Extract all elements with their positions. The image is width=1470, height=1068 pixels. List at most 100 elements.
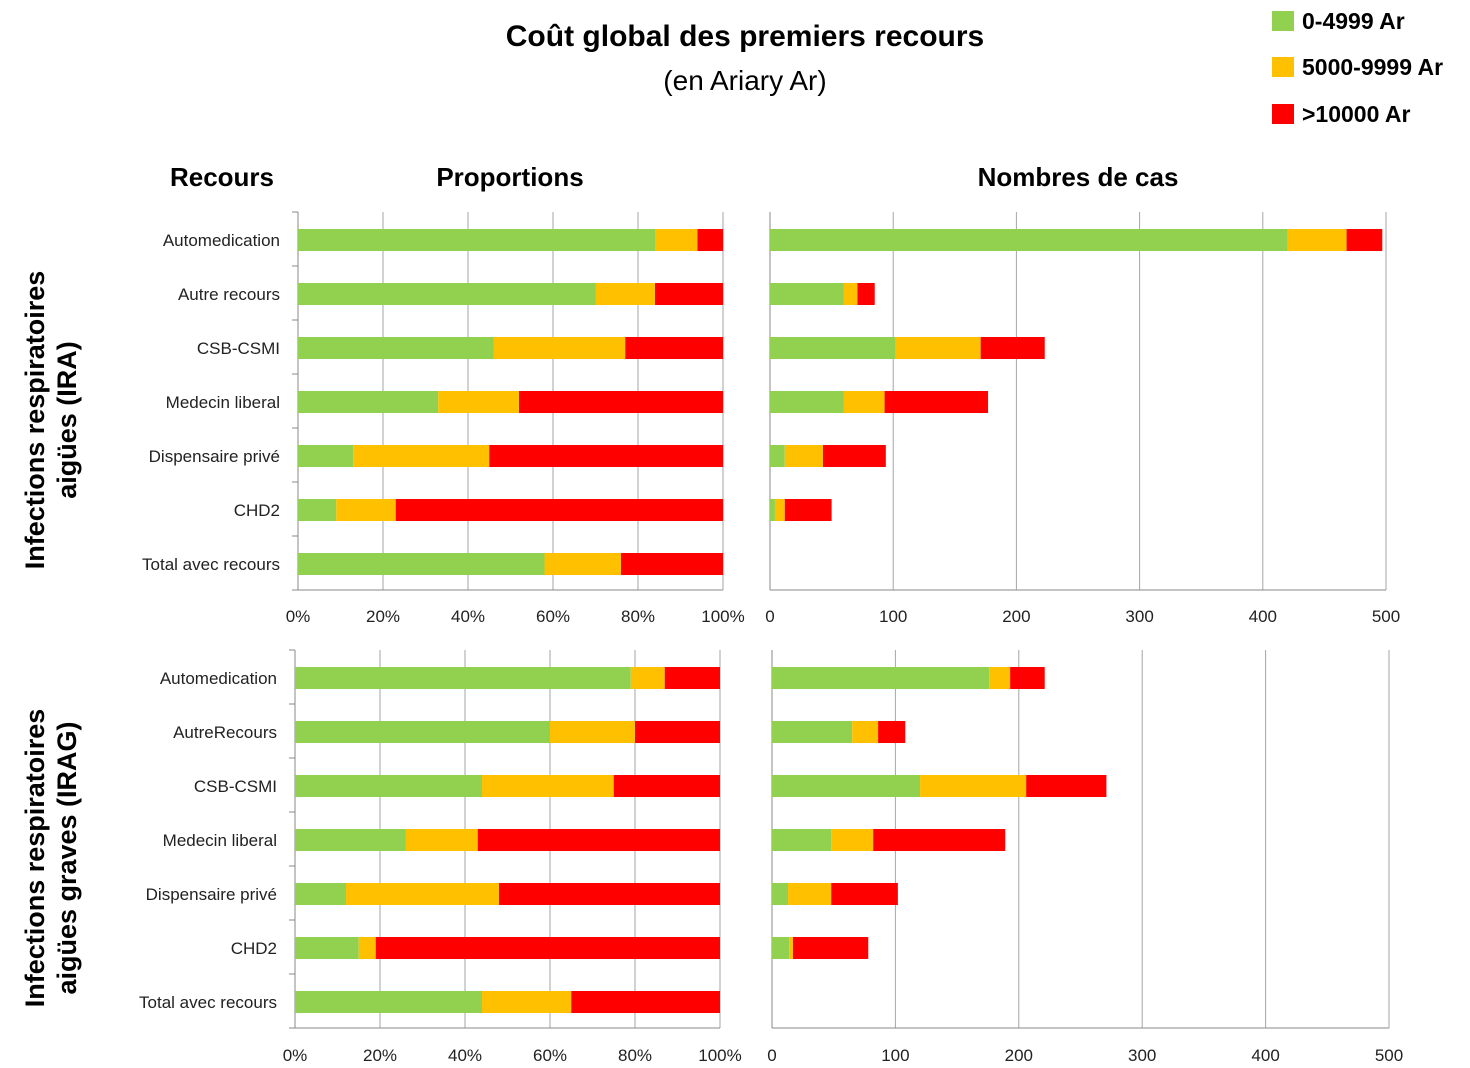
count-bar-segment xyxy=(772,667,990,689)
legend-swatch-0 xyxy=(1272,11,1294,31)
proportion-bar-segment xyxy=(298,499,337,521)
count-bar-segment xyxy=(980,337,1045,359)
tick-label: 0 xyxy=(767,1046,776,1065)
proportion-bar-segment xyxy=(664,667,720,689)
count-bar-segment xyxy=(789,937,793,959)
group-label-0: Infections respiratoiresaigües (IRA) xyxy=(20,271,82,570)
category-label: Autre recours xyxy=(178,285,280,304)
proportion-bar-segment xyxy=(298,391,439,413)
count-bar-segment xyxy=(770,337,896,359)
count-bar-segment xyxy=(770,499,775,521)
proportion-bar-segment xyxy=(550,721,635,743)
tick-label: 20% xyxy=(363,1046,397,1065)
proportion-bar-segment xyxy=(295,991,482,1013)
proportion-bar-segment xyxy=(571,991,720,1013)
count-bar-segment xyxy=(788,883,832,905)
proportion-bar-segment xyxy=(298,445,354,467)
count-bar-segment xyxy=(774,499,785,521)
category-label: Dispensaire privé xyxy=(149,447,280,466)
group-label-line: aigües (IRA) xyxy=(52,341,82,499)
proportion-bar-segment xyxy=(621,553,723,575)
count-bar-segment xyxy=(770,283,844,305)
proportion-bar-segment xyxy=(395,499,723,521)
chart-subtitle: (en Ariary Ar) xyxy=(663,65,826,96)
tick-label: 300 xyxy=(1125,607,1153,626)
tick-label: 100% xyxy=(701,607,744,626)
proportion-bar-segment xyxy=(477,829,720,851)
category-label: Automedication xyxy=(163,231,280,250)
proportion-bar-segment xyxy=(358,937,376,959)
proportion-bar-segment xyxy=(438,391,519,413)
tick-label: 40% xyxy=(451,607,485,626)
count-bar-segment xyxy=(772,883,789,905)
category-label: CHD2 xyxy=(234,501,280,520)
category-label: Total avec recours xyxy=(139,993,277,1012)
proportion-bar-segment xyxy=(298,337,494,359)
column-header-counts: Nombres de cas xyxy=(978,162,1179,192)
tick-label: 80% xyxy=(618,1046,652,1065)
count-bar-segment xyxy=(772,829,832,851)
proportion-bar-segment xyxy=(336,499,396,521)
category-label: Automedication xyxy=(160,669,277,688)
group-label-1: Infections respiratoiresaigües graves (I… xyxy=(20,709,82,1008)
count-bar-segment xyxy=(770,445,785,467)
count-bar-segment xyxy=(831,883,898,905)
tick-label: 60% xyxy=(533,1046,567,1065)
legend-swatch-1 xyxy=(1272,57,1294,77)
proportion-bar-segment xyxy=(499,883,720,905)
count-bar-segment xyxy=(920,775,1027,797)
proportion-bar-segment xyxy=(298,229,655,251)
tick-label: 400 xyxy=(1251,1046,1279,1065)
category-label: Dispensaire privé xyxy=(146,885,277,904)
proportion-bar-segment xyxy=(519,391,723,413)
category-label: CSB-CSMI xyxy=(197,339,280,358)
proportion-bar-segment xyxy=(353,445,490,467)
count-bar-segment xyxy=(772,937,790,959)
legend-label-1: 5000-9999 Ar xyxy=(1302,54,1443,80)
proportion-bar-segment xyxy=(489,445,723,467)
count-bar-segment xyxy=(843,283,858,305)
tick-label: 0% xyxy=(286,607,311,626)
tick-label: 500 xyxy=(1375,1046,1403,1065)
legend: 0-4999 Ar 5000-9999 Ar >10000 Ar xyxy=(1272,8,1443,127)
column-header-proportions: Proportions xyxy=(436,162,583,192)
tick-label: 300 xyxy=(1128,1046,1156,1065)
tick-label: 100 xyxy=(881,1046,909,1065)
tick-label: 0% xyxy=(283,1046,308,1065)
proportion-bar-segment xyxy=(613,775,720,797)
proportion-bar-segment xyxy=(298,283,596,305)
proportion-bar-segment xyxy=(295,775,482,797)
proportion-bar-segment xyxy=(346,883,499,905)
count-bar-segment xyxy=(989,667,1011,689)
category-label: Total avec recours xyxy=(142,555,280,574)
count-bar-segment xyxy=(884,391,989,413)
count-bar-segment xyxy=(1287,229,1347,251)
tick-label: 60% xyxy=(536,607,570,626)
group-label-line: Infections respiratoires xyxy=(20,709,50,1008)
proportion-bar-segment xyxy=(298,553,545,575)
group-label-line: Infections respiratoires xyxy=(20,271,50,570)
proportion-bar-segment xyxy=(482,991,572,1013)
count-bar-segment xyxy=(1010,667,1045,689)
proportion-bar-segment xyxy=(595,283,655,305)
tick-label: 80% xyxy=(621,607,655,626)
tick-label: 200 xyxy=(1005,1046,1033,1065)
count-bar-segment xyxy=(784,499,832,521)
count-bar-segment xyxy=(822,445,886,467)
proportion-bar-segment xyxy=(482,775,614,797)
chart-title: Coût global des premiers recours xyxy=(506,20,984,53)
proportion-bar-segment xyxy=(295,667,631,689)
proportion-bar-segment xyxy=(655,283,723,305)
category-label: Medecin liberal xyxy=(163,831,277,850)
panel-ira: Infections respiratoiresaigües (IRA) 0% 20… xyxy=(20,211,1400,626)
tick-label: 400 xyxy=(1249,607,1277,626)
category-label: CHD2 xyxy=(231,939,277,958)
tick-label: 40% xyxy=(448,1046,482,1065)
tick-label: 100 xyxy=(879,607,907,626)
count-bar-segment xyxy=(792,937,869,959)
count-bar-segment xyxy=(772,775,921,797)
category-label: CSB-CSMI xyxy=(194,777,277,796)
count-bar-segment xyxy=(784,445,823,467)
proportion-bar-segment xyxy=(655,229,698,251)
